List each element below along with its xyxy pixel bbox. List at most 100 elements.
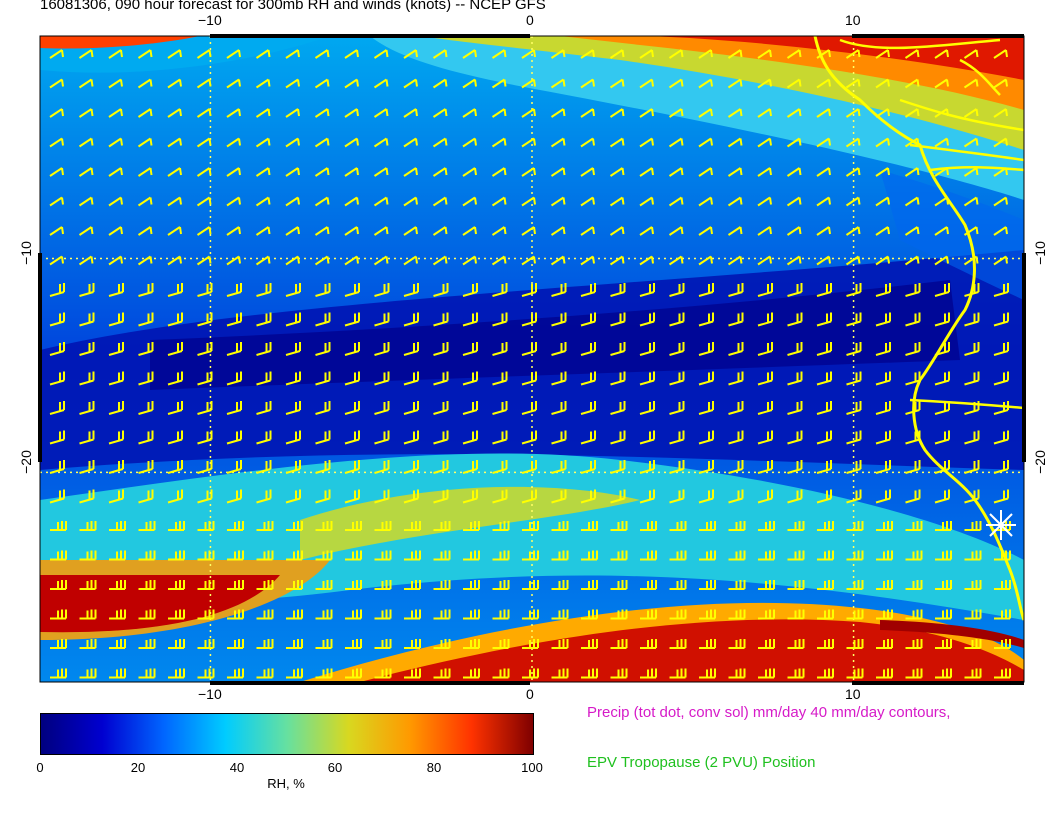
wind-barb [79, 580, 97, 590]
wind-barb [994, 639, 1011, 649]
wind-barb [816, 342, 832, 356]
wind-barb [344, 460, 360, 474]
wind-barb [491, 49, 507, 59]
wind-barb [374, 489, 390, 504]
right-lat-tick: −10 [1031, 241, 1048, 265]
wind-barb [787, 430, 803, 445]
colorbar-tick: 20 [130, 760, 146, 775]
wind-barb [551, 283, 567, 297]
wind-barb [816, 137, 831, 148]
wind-barb [285, 430, 301, 445]
wind-barb [698, 167, 713, 177]
wind-barb [344, 78, 359, 89]
map-title: 16081306, 090 hour forecast for 300mb RH… [40, 0, 546, 13]
wind-barb [138, 639, 156, 649]
rh-colorbar [40, 713, 534, 755]
wind-barb [580, 283, 596, 297]
coastline [813, 36, 1024, 621]
wind-barb [550, 49, 566, 59]
wind-barb [315, 668, 333, 679]
wind-barb [787, 342, 803, 356]
wind-barb [757, 460, 773, 474]
wind-barb [492, 312, 508, 327]
wind-barb [993, 226, 1008, 236]
wind-barb [138, 521, 156, 531]
wind-barb [226, 283, 242, 297]
wind-barb [462, 108, 477, 118]
wind-barb [668, 167, 684, 177]
wind-barb [109, 668, 126, 679]
wind-barb [256, 580, 274, 590]
wind-barb [698, 460, 714, 474]
wind-barb [846, 609, 864, 620]
wind-barb [994, 550, 1011, 561]
wind-barb [522, 550, 539, 561]
wind-barb [787, 580, 805, 590]
wind-barb [403, 49, 418, 59]
wind-barb [404, 521, 421, 531]
wind-barb [551, 312, 567, 327]
wind-barb [964, 430, 980, 445]
wind-barb [639, 342, 655, 356]
wind-barb [49, 489, 65, 504]
wind-barb [256, 489, 272, 504]
wind-barb [846, 521, 864, 531]
wind-barb [285, 283, 301, 297]
wind-barb [404, 609, 421, 620]
wind-barb [787, 401, 803, 415]
wind-barb [993, 137, 1008, 148]
wind-barb [285, 255, 300, 266]
wind-barb [904, 108, 920, 118]
wind-barb [226, 226, 241, 236]
wind-barb [639, 196, 654, 207]
wind-barb [757, 196, 772, 207]
colorbar-tick: 80 [426, 760, 442, 775]
wind-barb [432, 255, 448, 266]
wind-barb [846, 371, 862, 386]
wind-barb [875, 255, 890, 266]
wind-barb [551, 609, 569, 620]
wind-barb [108, 255, 123, 266]
wind-barb [993, 312, 1009, 327]
wind-barb [668, 196, 684, 207]
wind-barb [521, 49, 536, 59]
wind-barb [286, 580, 303, 590]
wind-barb [934, 371, 950, 386]
wind-barb [432, 78, 448, 89]
wind-barb [285, 226, 300, 236]
wind-barb [816, 167, 831, 177]
wind-barb [934, 137, 949, 148]
wind-barb [640, 580, 657, 590]
wind-barb [964, 639, 982, 649]
wind-barb [522, 521, 539, 531]
wind-barb [876, 580, 893, 590]
wind-barb [78, 78, 94, 89]
bottom-lon-tick: 10 [845, 686, 861, 702]
wind-barb [78, 196, 94, 207]
wind-barb [640, 668, 657, 679]
wind-barb [698, 283, 714, 297]
wind-barb [580, 78, 595, 89]
wind-barbs [49, 49, 1011, 679]
wind-barb [404, 580, 421, 590]
wind-barb [491, 78, 507, 89]
wind-barb [373, 137, 389, 148]
wind-barb [521, 342, 537, 356]
wind-barb [226, 342, 242, 356]
wind-barb [876, 521, 893, 531]
wind-barb [551, 639, 569, 649]
wind-barb [403, 430, 419, 445]
wind-barb [432, 167, 448, 177]
wind-barb [256, 401, 272, 415]
wind-barb [462, 312, 478, 327]
wind-barb [551, 460, 567, 474]
wind-barb [226, 401, 242, 415]
wind-barb [698, 108, 713, 118]
wind-barb [492, 550, 510, 561]
wind-barb [374, 430, 390, 445]
wind-barb [787, 312, 803, 327]
wind-barb [285, 108, 300, 118]
wind-barb [580, 371, 596, 386]
wind-barb [522, 609, 539, 620]
wind-barb [345, 668, 362, 679]
